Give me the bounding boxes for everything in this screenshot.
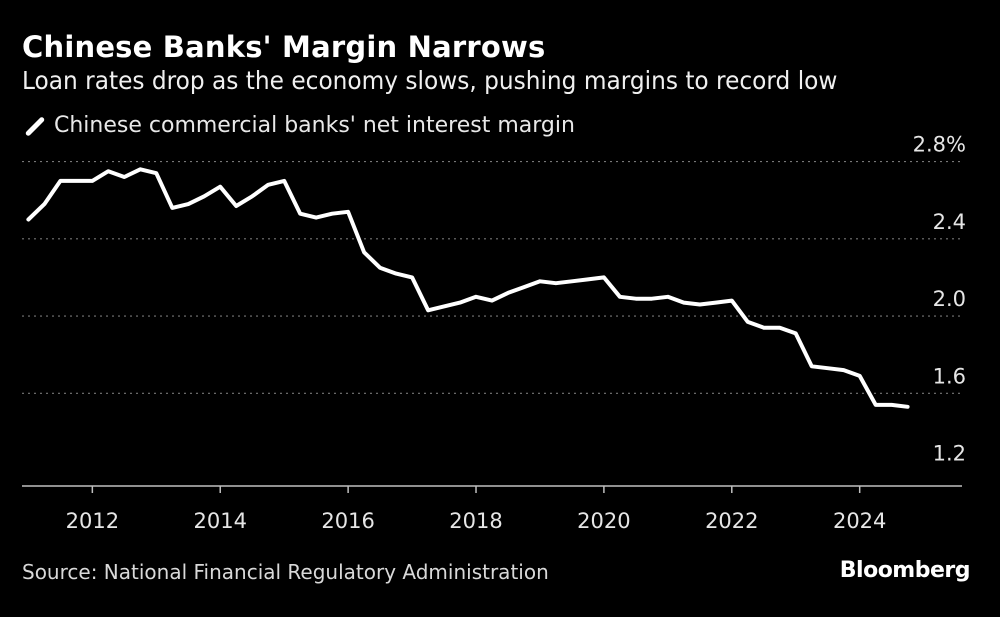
bloomberg-logo: Bloomberg bbox=[839, 558, 971, 583]
x-tick-label: 2012 bbox=[66, 509, 119, 533]
source-note: Source: National Financial Regulatory Ad… bbox=[22, 560, 549, 584]
y-tick-label: 2.4 bbox=[933, 210, 966, 234]
x-tick-label: 2018 bbox=[449, 509, 502, 533]
y-tick-label: 2.0 bbox=[933, 287, 966, 311]
x-tick-label: 2024 bbox=[833, 509, 886, 533]
chart-title: Chinese Banks' Margin Narrows bbox=[22, 30, 546, 64]
y-tick-label: 1.6 bbox=[933, 364, 966, 388]
x-tick-label: 2022 bbox=[705, 509, 758, 533]
legend-label: Chinese commercial banks' net interest m… bbox=[54, 113, 575, 138]
x-tick-label: 2020 bbox=[577, 509, 630, 533]
y-tick-label: 1.2 bbox=[933, 442, 966, 466]
legend: Chinese commercial banks' net interest m… bbox=[22, 113, 575, 138]
x-tick-label: 2014 bbox=[194, 509, 247, 533]
y-tick-label: 2.8% bbox=[913, 133, 966, 157]
series-line-nim bbox=[26, 167, 910, 409]
chart-subtitle: Loan rates drop as the economy slows, pu… bbox=[22, 66, 838, 95]
x-tick-label: 2016 bbox=[321, 509, 374, 533]
